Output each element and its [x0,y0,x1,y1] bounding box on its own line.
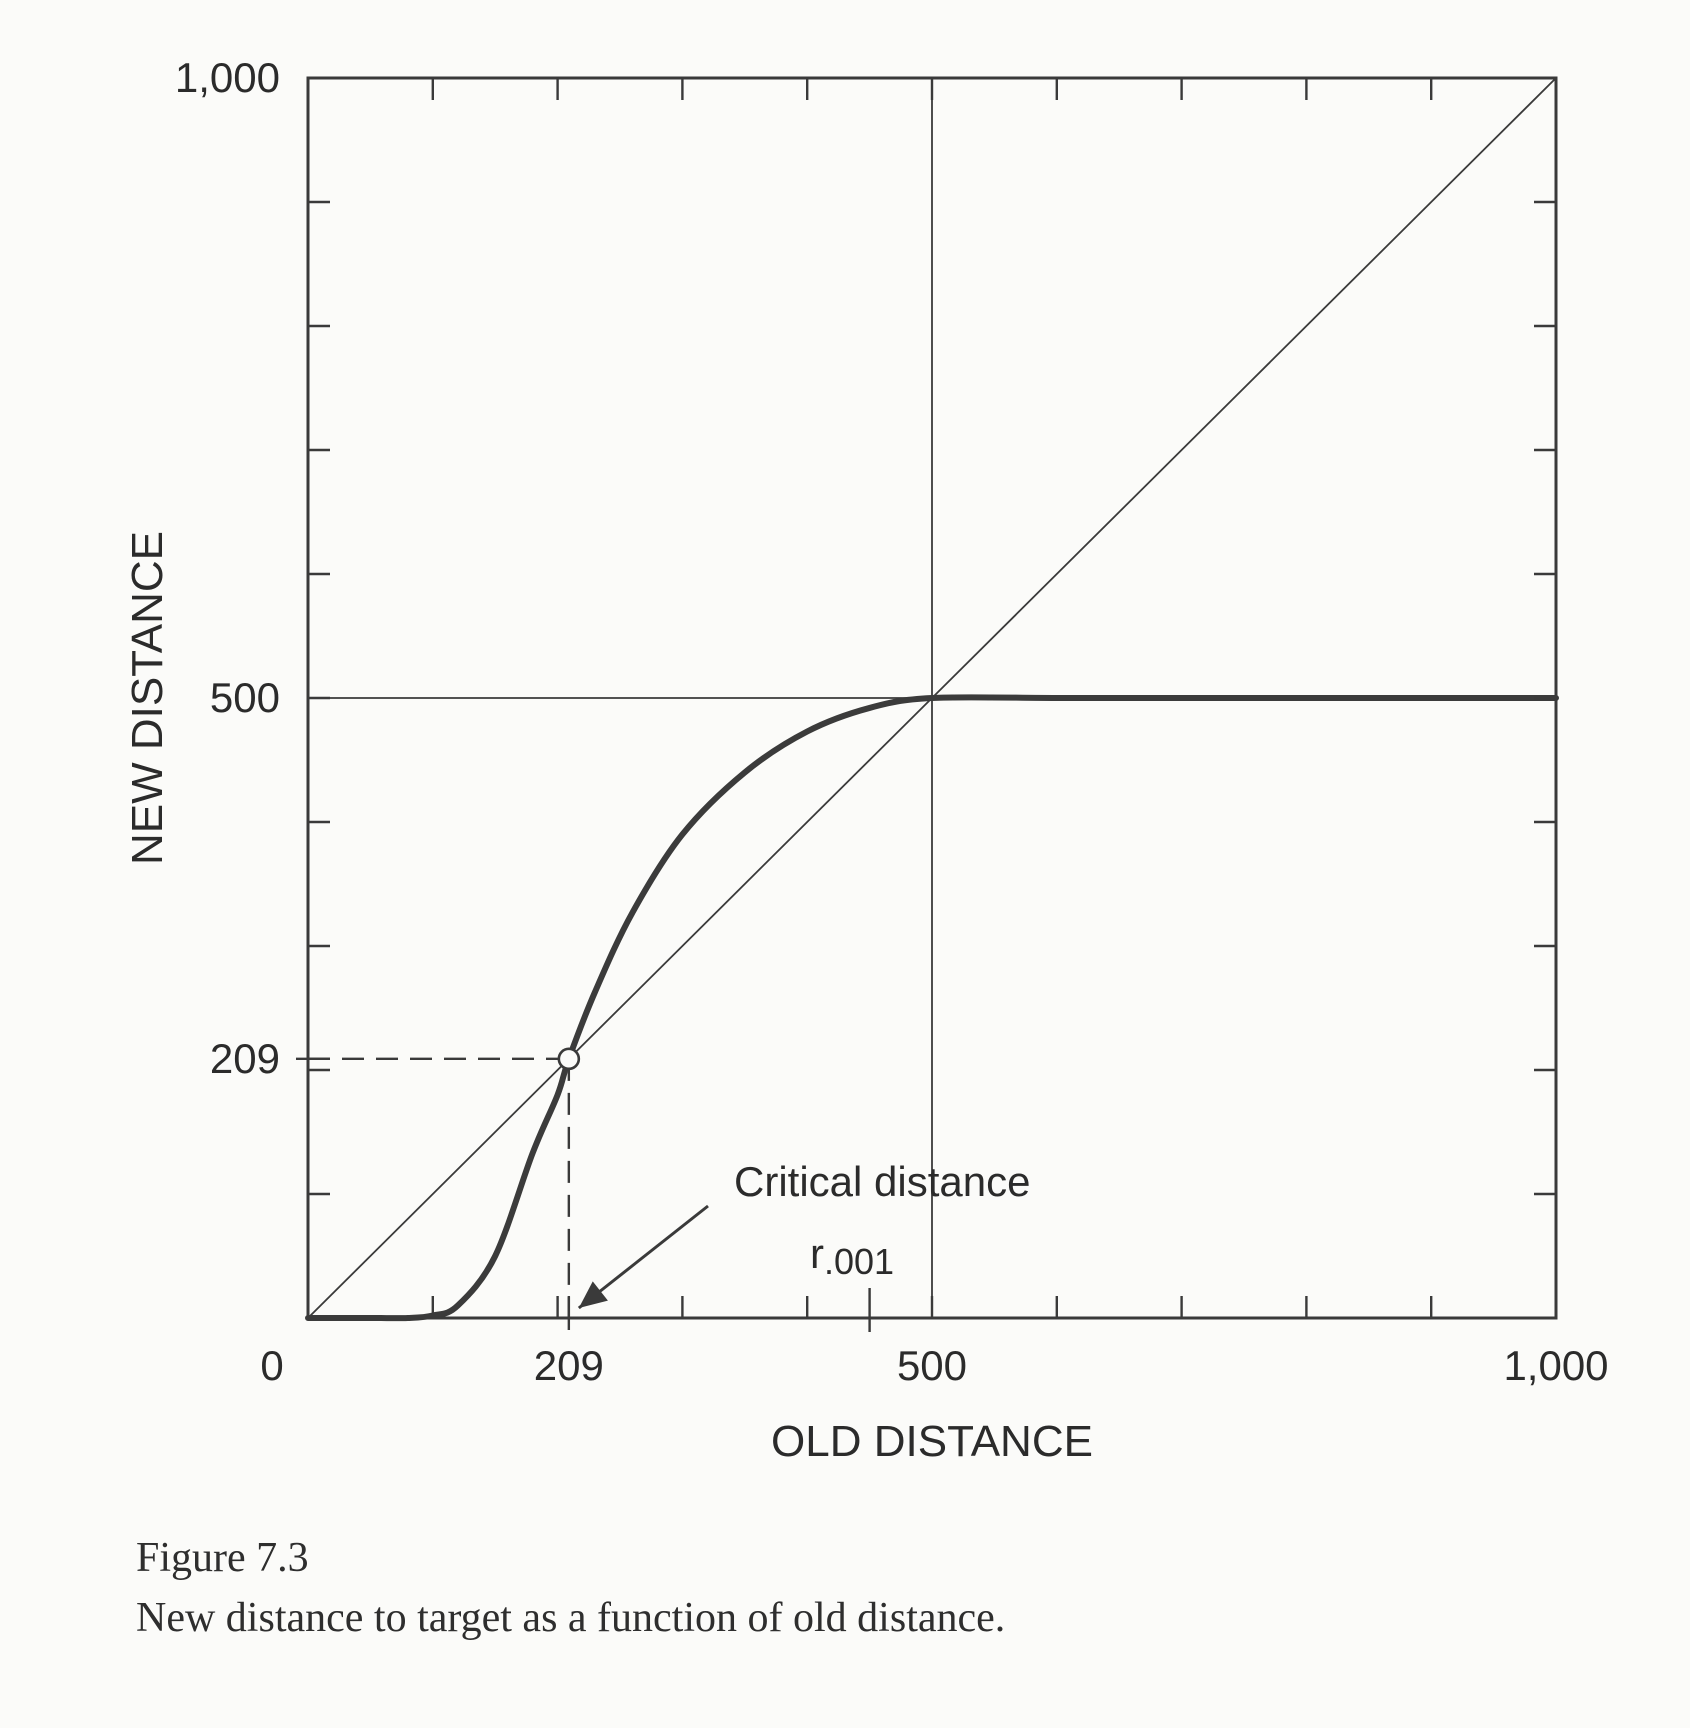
figure-label: Figure 7.3 [136,1535,309,1581]
critical-guides [308,1057,571,1318]
tick-labels: 0 209 500 1,000 209 500 1,000 [175,54,1609,1389]
critical-arrow-head [578,1281,608,1308]
x-tick-label: 0 [260,1342,283,1389]
y-tick-label: 500 [210,674,280,721]
y-axis-title: NEW DISTANCE [123,531,172,865]
r-symbol: r [810,1230,824,1277]
x-tick-label: 1,000 [1503,1342,1608,1389]
curve-layer [305,694,1559,1322]
critical-distance-label: Critical distance [734,1158,1030,1205]
r-subscript: .001 [824,1241,894,1282]
r-001-label: r.001 [810,1230,894,1282]
ticks [296,78,1556,1332]
x-tick-label: 209 [534,1342,604,1389]
x-tick-label: 500 [897,1342,967,1389]
x-axis-title: OLD DISTANCE [771,1417,1093,1466]
critical-arrow-shaft [577,1204,709,1310]
y-tick-label: 209 [210,1035,280,1082]
critical-point-marker [557,1047,581,1071]
series-curve [305,694,1559,1322]
y-tick-label: 1,000 [175,54,280,101]
annotations: Critical distance r.001 [577,1158,1030,1310]
figure-caption: New distance to target as a function of … [136,1595,1006,1641]
